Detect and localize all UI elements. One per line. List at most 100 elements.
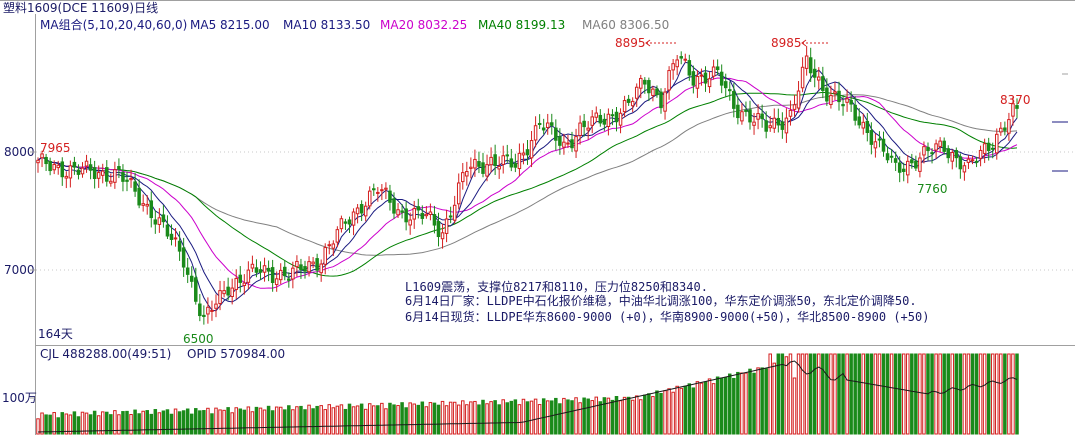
- volume-bar: [873, 353, 878, 435]
- volume-bar: [372, 405, 376, 435]
- candle-down: [198, 303, 202, 317]
- volume-bar: [327, 404, 332, 435]
- volume-bar: [234, 407, 238, 435]
- candle-up: [829, 94, 833, 106]
- volume-bar: [857, 353, 861, 435]
- candle-up: [52, 163, 56, 171]
- volume-bar: [517, 404, 522, 435]
- candle-down: [161, 214, 166, 223]
- volume-bar: [40, 412, 44, 435]
- volume-bar: [44, 414, 48, 435]
- volume-bar: [869, 353, 874, 435]
- volume-bar: [877, 353, 882, 435]
- candle-up: [639, 77, 643, 89]
- volume-bar: [865, 353, 870, 435]
- candle-down: [420, 212, 425, 219]
- candle-up: [351, 211, 356, 226]
- volume-bar: [489, 401, 493, 435]
- candle-up: [428, 211, 433, 215]
- volume-bar: [707, 378, 712, 435]
- candle-up: [84, 160, 89, 167]
- ma10-value: MA10 8133.50: [283, 18, 370, 32]
- volume-bar: [934, 353, 938, 435]
- cjl-label: CJL 488288.00(49:51): [40, 347, 171, 361]
- volume-bar: [736, 371, 740, 435]
- candle-down: [570, 139, 574, 149]
- candle-down: [400, 210, 404, 213]
- arrowhead-8985: [801, 39, 807, 47]
- candle-down: [238, 274, 243, 283]
- candle-down: [732, 91, 736, 109]
- candle-up: [590, 116, 594, 126]
- candle-up: [630, 100, 635, 107]
- volume-bar: [351, 406, 356, 435]
- volume-bar: [954, 353, 959, 435]
- volume-bar: [206, 407, 210, 435]
- candle-down: [117, 166, 121, 170]
- volume-bar: [639, 399, 643, 435]
- volume-bar: [598, 401, 603, 435]
- candle-down: [153, 219, 158, 225]
- candle-down: [812, 68, 817, 78]
- volume-bar: [586, 398, 590, 435]
- volume-bar: [897, 353, 902, 435]
- volume-bar: [974, 353, 979, 435]
- candle-up: [323, 247, 327, 265]
- volume-bar: [210, 413, 214, 435]
- volume-bar: [246, 406, 251, 435]
- volume-bar: [189, 413, 194, 435]
- volume-bar: [711, 383, 716, 435]
- candle-down: [270, 267, 275, 284]
- volume-bar: [133, 409, 137, 435]
- candle-up: [833, 91, 837, 94]
- volume-bar: [679, 387, 683, 435]
- ytick-7000: 7000: [4, 263, 35, 277]
- candle-down: [808, 57, 813, 74]
- candle-down: [764, 120, 768, 132]
- candle-up: [695, 75, 700, 89]
- candle-down: [185, 267, 190, 275]
- candle-up: [40, 153, 44, 159]
- candle-down: [343, 221, 348, 224]
- candle-up: [906, 160, 910, 176]
- volume-bar: [461, 400, 465, 435]
- volume-bar: [404, 407, 408, 435]
- volume-bar: [92, 410, 97, 435]
- candle-down: [825, 87, 829, 102]
- candle-down: [687, 60, 692, 76]
- volume-bar: [513, 399, 518, 435]
- volume-bar: [566, 399, 570, 435]
- opid-label: OPID 570984.00: [187, 347, 285, 361]
- volume-bar: [918, 353, 922, 435]
- volume-bar: [740, 372, 744, 435]
- candle-down: [202, 314, 206, 317]
- volume-bar: [675, 385, 679, 435]
- volume-bar: [845, 353, 849, 435]
- volume-bar: [760, 367, 764, 435]
- candle-down: [748, 109, 752, 123]
- volume-bar: [440, 400, 445, 435]
- volume-bar: [1015, 353, 1019, 435]
- ma40-polyline: [37, 91, 1018, 277]
- volume-bar: [833, 353, 837, 435]
- candle-up: [562, 141, 566, 148]
- candle-up: [768, 125, 772, 129]
- candle-up: [424, 213, 429, 217]
- volume-bar: [788, 353, 793, 435]
- candle-down: [493, 154, 497, 166]
- candle-down: [72, 161, 77, 168]
- volume-bar: [456, 404, 461, 435]
- candle-up: [363, 205, 368, 217]
- volume-bar: [683, 385, 688, 435]
- candle-down: [986, 142, 991, 152]
- candle-up: [291, 267, 295, 280]
- candle-down: [736, 104, 740, 119]
- volume-bar: [861, 353, 866, 435]
- candle-down: [388, 190, 392, 203]
- volume-bar: [177, 411, 182, 435]
- candle-up: [618, 112, 623, 126]
- candle-down: [359, 204, 364, 214]
- volume-bar: [323, 409, 327, 435]
- candle-down: [780, 121, 785, 130]
